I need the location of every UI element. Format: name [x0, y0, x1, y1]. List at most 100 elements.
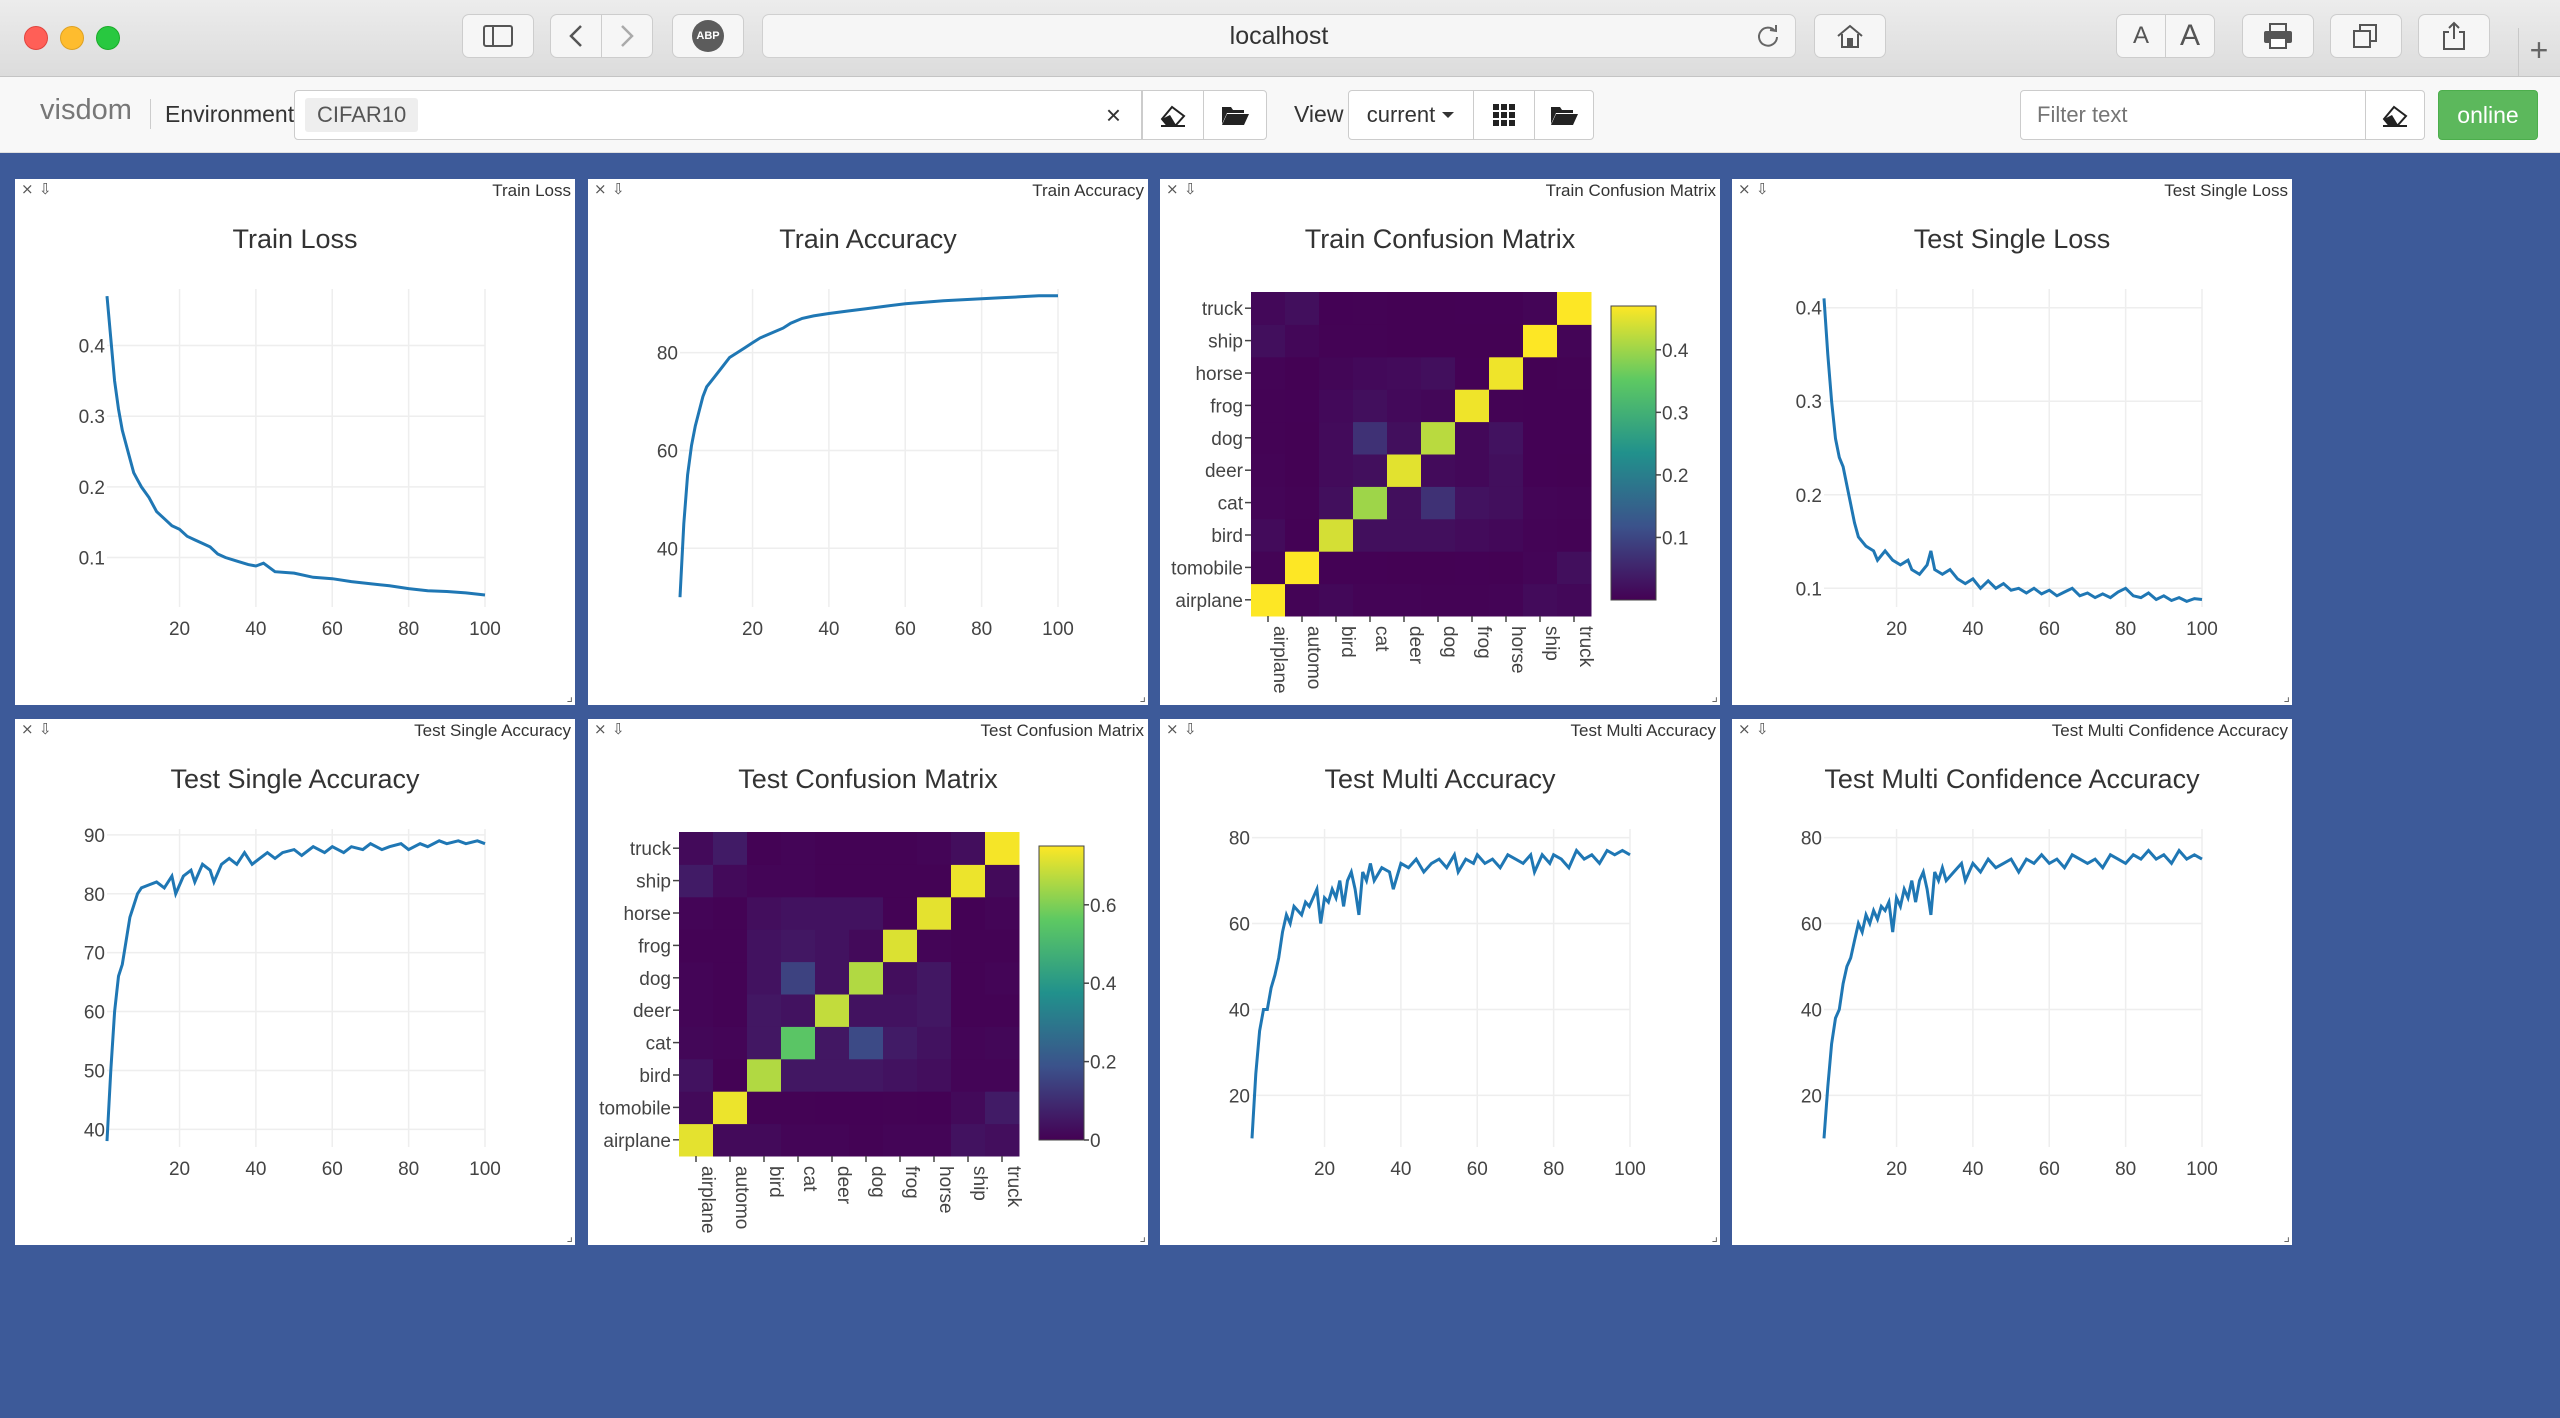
- y-tick-label: 0.4: [1796, 299, 1823, 320]
- pane-header[interactable]: × ⇩ Test Multi Accuracy: [1160, 719, 1720, 741]
- heatmap-cell: [815, 1058, 850, 1092]
- pane-train-confusion-matrix[interactable]: × ⇩ Train Confusion Matrix ⌟ Train Confusion…: [1160, 179, 1720, 705]
- view-select[interactable]: current: [1348, 90, 1474, 140]
- pane-download-icon[interactable]: ⇩: [39, 720, 52, 738]
- pane-download-icon[interactable]: ⇩: [612, 180, 625, 198]
- brand-logo[interactable]: visdom: [40, 94, 132, 126]
- pane-download-icon[interactable]: ⇩: [39, 180, 52, 198]
- pane-close-icon[interactable]: ×: [1738, 180, 1751, 198]
- pane-resize-handle[interactable]: ⌟: [2283, 688, 2290, 704]
- address-bar[interactable]: localhost: [762, 14, 1796, 58]
- x-tick-label: 100: [1042, 619, 1074, 640]
- heatmap-cell: [1523, 551, 1558, 585]
- clear-environment-button[interactable]: [1142, 90, 1204, 140]
- clear-filter-button[interactable]: [2365, 90, 2425, 140]
- pane-resize-handle[interactable]: ⌟: [1139, 688, 1146, 704]
- heatmap-cell: [1523, 356, 1558, 390]
- pane-resize-handle[interactable]: ⌟: [1711, 688, 1718, 704]
- heatmap-cell: [713, 1091, 748, 1125]
- pane-header[interactable]: × ⇩ Train Confusion Matrix: [1160, 179, 1720, 201]
- y-tick-label: cat: [646, 1034, 672, 1055]
- pane-close-icon[interactable]: ×: [1166, 720, 1179, 738]
- heatmap-cell: [747, 961, 782, 995]
- minimize-window-button[interactable]: [60, 26, 84, 50]
- pane-resize-handle[interactable]: ⌟: [566, 688, 573, 704]
- y-tick-label: 0.2: [79, 478, 105, 499]
- pane-test-multi-accuracy[interactable]: × ⇩ Test Multi Accuracy ⌟ Test Multi Accurac…: [1160, 719, 1720, 1245]
- heatmap-cell: [1319, 518, 1354, 552]
- pane-train-loss[interactable]: × ⇩ Train Loss ⌟ Train Loss 20 40 60 80 100 0.1 0.2…: [15, 179, 575, 705]
- increase-font-button[interactable]: A: [2165, 14, 2215, 58]
- x-tick-label: automo: [731, 1166, 752, 1229]
- pane-download-icon[interactable]: ⇩: [612, 720, 625, 738]
- new-tab-button[interactable]: +: [2518, 28, 2559, 76]
- chart-test-multi-accuracy: Test Multi Accuracy 20 40 60 80 100 20 40 60 80: [1229, 764, 1646, 1180]
- heatmap-cell: [985, 1026, 1020, 1060]
- back-button[interactable]: [550, 14, 602, 58]
- pane-close-icon[interactable]: ×: [1166, 180, 1179, 198]
- pane-close-icon[interactable]: ×: [21, 720, 34, 738]
- heatmap-cell: [679, 1123, 714, 1157]
- pane-header[interactable]: × ⇩ Test Multi Confidence Accuracy: [1732, 719, 2292, 741]
- filter-text-input[interactable]: [2020, 90, 2366, 140]
- environment-clear-icon[interactable]: ×: [1105, 100, 1121, 130]
- x-tick-label: 100: [469, 1159, 501, 1180]
- decrease-font-button[interactable]: A: [2116, 14, 2166, 58]
- pane-header[interactable]: × ⇩ Train Accuracy: [588, 179, 1148, 201]
- repack-view-button[interactable]: [1473, 90, 1535, 140]
- print-button[interactable]: [2242, 14, 2314, 58]
- x-tick-label: horse: [935, 1166, 956, 1214]
- pane-header[interactable]: × ⇩ Test Single Accuracy: [15, 719, 575, 741]
- heatmap-cell: [679, 1091, 714, 1125]
- x-tick-label: 60: [1467, 1159, 1488, 1180]
- pane-close-icon[interactable]: ×: [21, 180, 34, 198]
- connection-status-button[interactable]: online: [2438, 90, 2538, 140]
- heatmap-cell: [1319, 389, 1354, 423]
- heatmap-cell: [781, 1026, 816, 1060]
- pane-close-icon[interactable]: ×: [594, 720, 607, 738]
- zoom-window-button[interactable]: [96, 26, 120, 50]
- reload-icon[interactable]: [1755, 23, 1781, 49]
- pane-train-accuracy[interactable]: × ⇩ Train Accuracy ⌟ Train Accuracy 20 40 60 80 1…: [588, 179, 1148, 705]
- colorbar-tick-label: 0.3: [1662, 403, 1688, 424]
- x-tick-label: 100: [2186, 1159, 2218, 1180]
- home-button[interactable]: [1814, 14, 1886, 58]
- heatmap-cell: [883, 864, 918, 898]
- pane-download-icon[interactable]: ⇩: [1756, 180, 1769, 198]
- sidebar-toggle-button[interactable]: [462, 14, 534, 58]
- y-tick-label: horse: [1195, 364, 1243, 385]
- pane-download-icon[interactable]: ⇩: [1756, 720, 1769, 738]
- pane-download-icon[interactable]: ⇩: [1184, 180, 1197, 198]
- heatmap-cell: [1523, 486, 1558, 520]
- heatmap-cell: [1455, 324, 1490, 358]
- pane-header[interactable]: × ⇩ Test Confusion Matrix: [588, 719, 1148, 741]
- pane-test-single-loss[interactable]: × ⇩ Test Single Loss ⌟ Test Single Loss 20 40 6…: [1732, 179, 2292, 705]
- y-tick-label: bird: [639, 1066, 671, 1087]
- pane-close-icon[interactable]: ×: [594, 180, 607, 198]
- chart-title: Train Loss: [232, 224, 357, 254]
- pane-resize-handle[interactable]: ⌟: [566, 1228, 573, 1244]
- tabs-button[interactable]: [2330, 14, 2402, 58]
- pane-resize-handle[interactable]: ⌟: [1711, 1228, 1718, 1244]
- pane-header-title: Test Single Accuracy: [414, 721, 571, 740]
- heatmap-cell: [1557, 583, 1592, 617]
- share-button[interactable]: [2418, 14, 2490, 58]
- environment-select[interactable]: CIFAR10 ×: [294, 90, 1142, 140]
- pane-test-multi-confidence-accuracy[interactable]: × ⇩ Test Multi Confidence Accuracy ⌟ Test Mu…: [1732, 719, 2292, 1245]
- x-tick-label: cat: [1371, 626, 1392, 652]
- x-tick-label: 20: [1886, 1159, 1907, 1180]
- close-window-button[interactable]: [24, 26, 48, 50]
- pane-resize-handle[interactable]: ⌟: [2283, 1228, 2290, 1244]
- manage-environments-button[interactable]: [1203, 90, 1267, 140]
- forward-button[interactable]: [601, 14, 653, 58]
- pane-test-confusion-matrix[interactable]: × ⇩ Test Confusion Matrix ⌟ Test Confusion M…: [588, 719, 1148, 1245]
- pane-close-icon[interactable]: ×: [1738, 720, 1751, 738]
- sidebar-icon: [483, 25, 513, 47]
- pane-test-single-accuracy[interactable]: × ⇩ Test Single Accuracy ⌟ Test Single Accur…: [15, 719, 575, 1245]
- pane-header[interactable]: × ⇩ Train Loss: [15, 179, 575, 201]
- manage-views-button[interactable]: [1534, 90, 1594, 140]
- adblock-button[interactable]: ABP: [672, 14, 744, 58]
- pane-download-icon[interactable]: ⇩: [1184, 720, 1197, 738]
- pane-resize-handle[interactable]: ⌟: [1139, 1228, 1146, 1244]
- pane-header[interactable]: × ⇩ Test Single Loss: [1732, 179, 2292, 201]
